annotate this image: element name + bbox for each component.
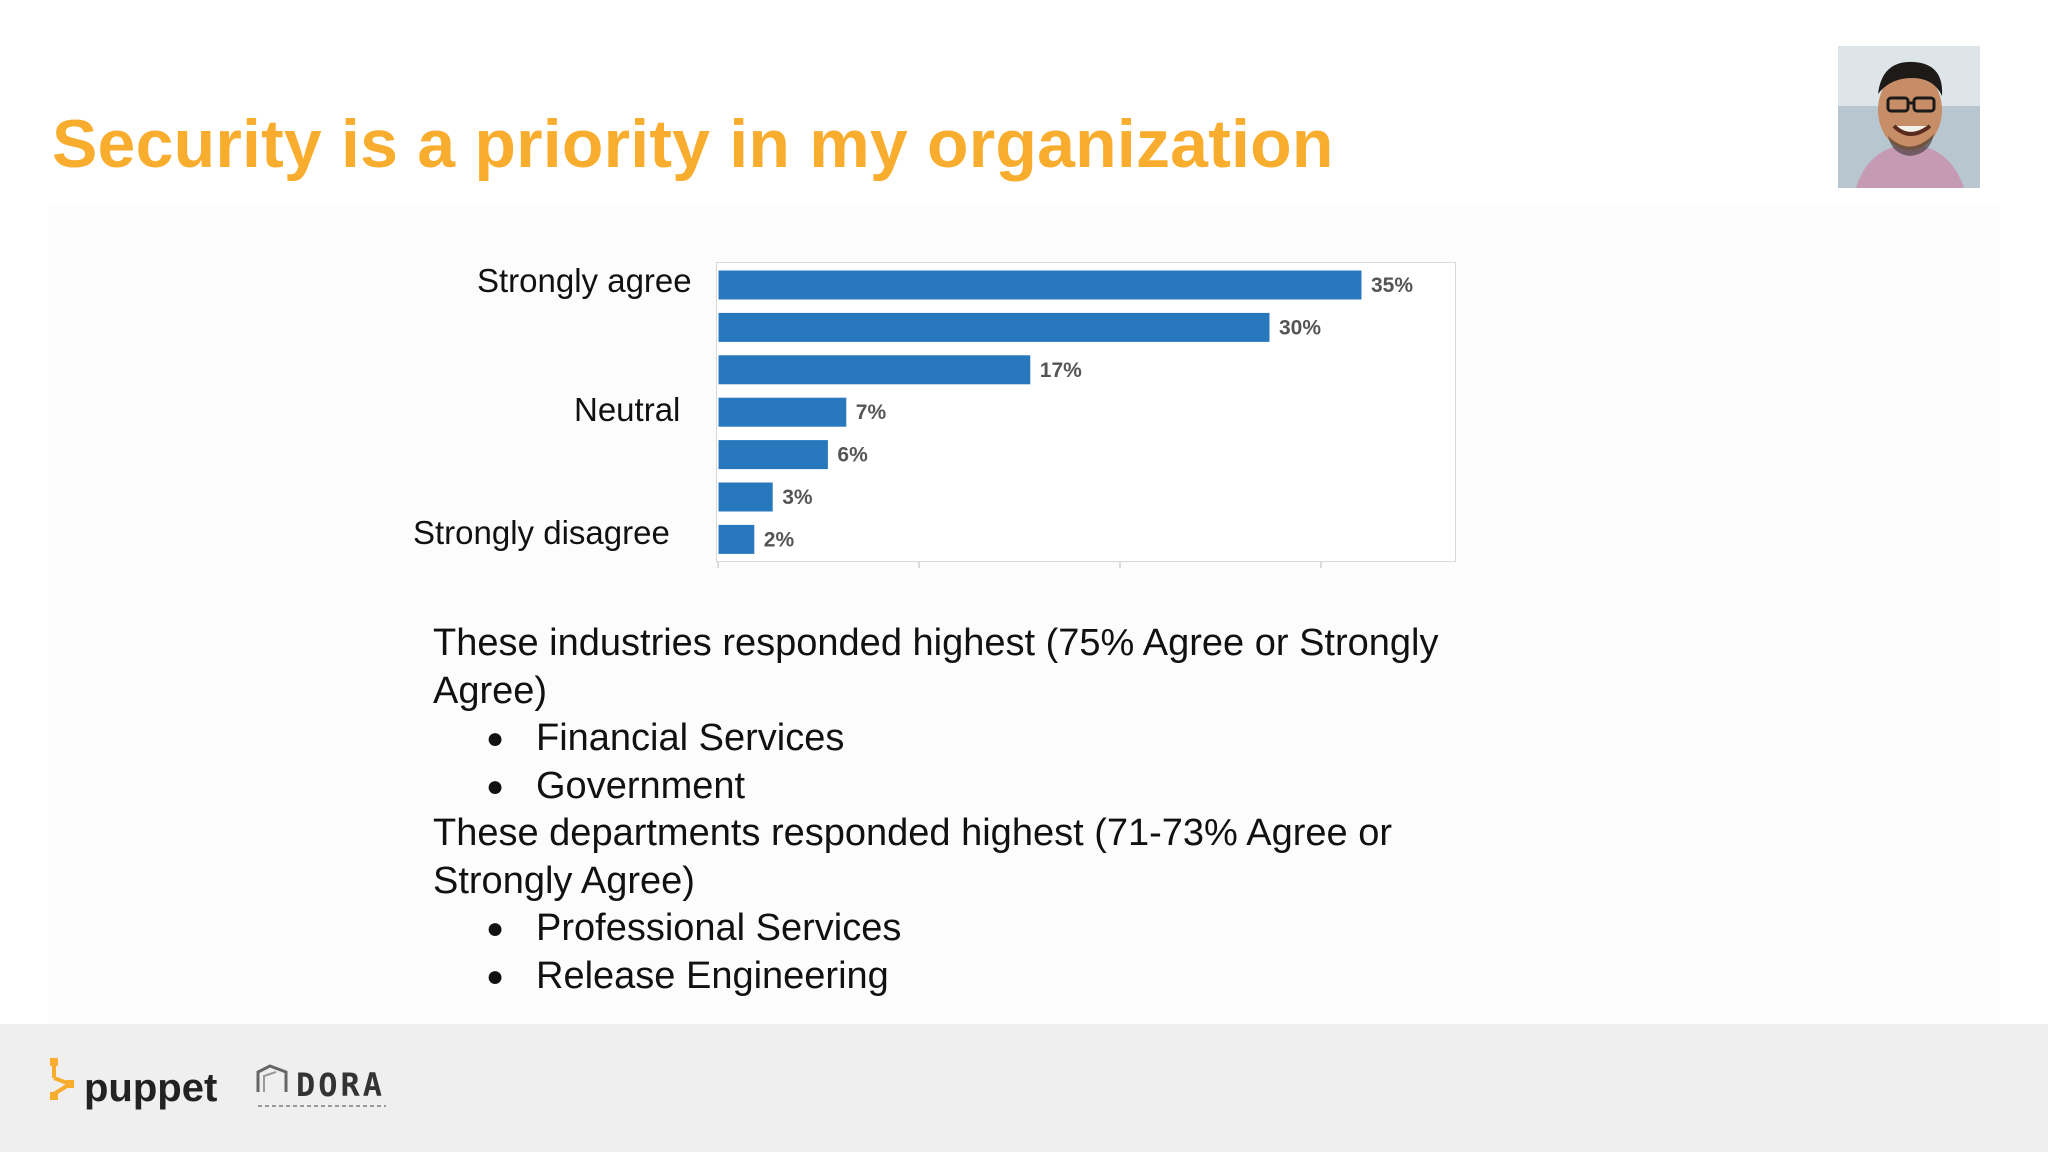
bar-value-label: 30%	[1279, 316, 1321, 339]
footer-bar	[0, 1024, 2048, 1152]
bar	[717, 481, 774, 513]
bar	[717, 269, 1363, 301]
speaker-video-thumbnail	[1838, 46, 1980, 188]
category-label-strongly-agree: Strongly agree	[477, 262, 692, 299]
bar	[717, 439, 829, 471]
industries-heading: These industries responded highest (75% …	[433, 622, 1439, 712]
bar-chart: 35% 30% 17% 7% 6% 3% 2%	[717, 269, 1413, 568]
industry-item: Financial Services	[433, 715, 1533, 763]
dora-logo-icon	[256, 1064, 386, 1107]
bar-value-label: 7%	[856, 401, 887, 424]
bar	[717, 354, 1032, 386]
bar-value-label: 3%	[782, 486, 813, 509]
department-item: Professional Services	[433, 905, 1533, 953]
departments-list: Professional Services Release Engineerin…	[433, 905, 1533, 1000]
category-label-neutral: Neutral	[574, 391, 681, 428]
department-item: Release Engineering	[433, 953, 1533, 1001]
bar	[717, 523, 756, 555]
slide: Security is a priority in my organizatio…	[0, 0, 2048, 1024]
speaker-avatar-icon	[1838, 46, 1980, 188]
industry-item: Government	[433, 763, 1533, 811]
category-label-strongly-disagree: Strongly disagree	[413, 514, 670, 551]
bar-value-label: 35%	[1371, 274, 1413, 297]
bar-value-label: 17%	[1040, 359, 1082, 382]
bar-value-label: 2%	[764, 528, 795, 551]
bar	[717, 396, 848, 428]
puppet-logo-text: puppet	[84, 1066, 218, 1110]
departments-heading: These departments responded highest (71-…	[433, 812, 1393, 902]
puppet-logo-icon	[50, 1058, 74, 1100]
bar	[717, 311, 1271, 343]
industries-list: Financial Services Government	[433, 715, 1533, 810]
dora-logo-text: DORA	[296, 1066, 386, 1104]
bar-value-label: 6%	[837, 444, 868, 467]
notes-section: These industries responded highest (75% …	[433, 620, 1533, 1000]
slide-title: Security is a priority in my organizatio…	[52, 106, 1334, 182]
